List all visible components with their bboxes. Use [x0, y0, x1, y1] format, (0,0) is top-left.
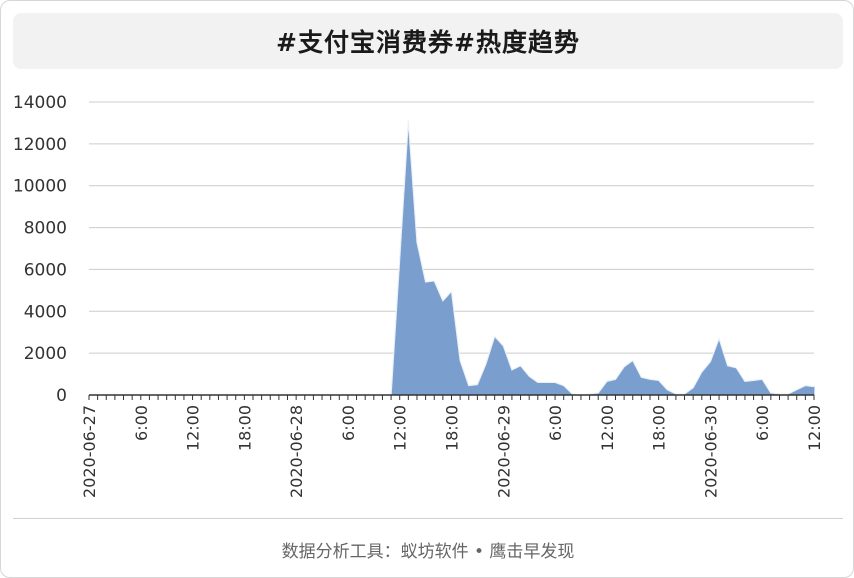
data-point: [804, 384, 807, 387]
data-point: [467, 384, 470, 387]
footer-divider: [13, 518, 843, 519]
data-point: [528, 375, 531, 378]
data-point: [545, 381, 548, 384]
x-tick-label: 6:00: [339, 405, 358, 441]
x-tick-label: 2020-06-28: [287, 405, 306, 498]
data-point: [424, 280, 427, 283]
data-point: [631, 359, 634, 362]
data-point: [718, 337, 721, 340]
x-tick-label: 12:00: [184, 405, 203, 451]
data-point: [752, 379, 755, 382]
x-tick-label: 6:00: [132, 405, 151, 441]
y-tick-label: 0: [56, 386, 67, 406]
data-point: [597, 391, 600, 394]
y-tick-label: 6000: [24, 260, 67, 280]
data-point: [536, 381, 539, 384]
data-point: [519, 364, 522, 367]
y-tick-label: 8000: [24, 219, 67, 239]
x-tick-label: 18:00: [650, 405, 669, 451]
y-axis: 0 2000 4000 6000 8000 10000 12000 14000: [13, 93, 67, 406]
title-bar: #支付宝消费券#热度趋势: [13, 13, 843, 69]
data-point: [398, 257, 401, 260]
data-point: [795, 388, 798, 391]
y-tick-label: 10000: [13, 177, 67, 197]
x-tick-label: 2020-06-30: [701, 405, 720, 498]
area-fill: [89, 120, 815, 396]
data-point: [761, 378, 764, 381]
grid-lines: [89, 101, 814, 354]
footer-credit: 数据分析工具：蚁坊软件 • 鹰击早发现: [281, 542, 575, 562]
data-point: [726, 364, 729, 367]
x-tick-label: 18:00: [443, 405, 462, 451]
x-tick-label: 6:00: [753, 405, 772, 441]
data-point: [666, 388, 669, 391]
data-point: [700, 370, 703, 373]
data-point: [605, 380, 608, 383]
area-chart: 0 2000 4000 6000 8000 10000 12000 14000 2020-06…: [13, 93, 824, 498]
x-tick-label: 18:00: [235, 405, 254, 451]
y-tick-label: 2000: [24, 344, 67, 364]
y-tick-label: 12000: [13, 135, 67, 155]
x-tick-label: 2020-06-27: [80, 405, 99, 498]
data-point: [433, 279, 436, 282]
area-series: [89, 119, 816, 396]
data-point: [485, 362, 488, 365]
x-axis: 2020-06-27 6:00 12:00 18:00 2020-06-28 6:00 12…: [80, 394, 824, 498]
data-point: [649, 378, 652, 381]
data-point: [692, 386, 695, 389]
data-point: [657, 379, 660, 382]
data-point: [614, 378, 617, 381]
data-point: [493, 335, 496, 338]
y-tick-label: 14000: [13, 93, 67, 113]
data-point: [769, 391, 772, 394]
data-point: [623, 365, 626, 368]
data-point: [510, 368, 513, 371]
data-point: [502, 344, 505, 347]
x-tick-label: 12:00: [805, 405, 824, 451]
y-tick-label: 4000: [24, 302, 67, 322]
data-point: [407, 119, 410, 122]
data-point: [476, 383, 479, 386]
data-point: [735, 366, 738, 369]
x-tick-label: 12:00: [391, 405, 410, 451]
data-point: [441, 299, 444, 302]
data-point: [459, 359, 462, 362]
chart-title: #支付宝消费券#热度趋势: [276, 28, 580, 57]
data-point: [813, 385, 816, 388]
x-tick-label: 12:00: [598, 405, 617, 451]
data-point: [450, 290, 453, 293]
data-point: [640, 376, 643, 379]
data-point: [415, 241, 418, 244]
data-point: [743, 380, 746, 383]
data-point: [554, 381, 557, 384]
data-point: [562, 384, 565, 387]
x-tick-label: 6:00: [546, 405, 565, 441]
data-point: [709, 360, 712, 363]
x-tick-label: 2020-06-29: [494, 405, 513, 498]
